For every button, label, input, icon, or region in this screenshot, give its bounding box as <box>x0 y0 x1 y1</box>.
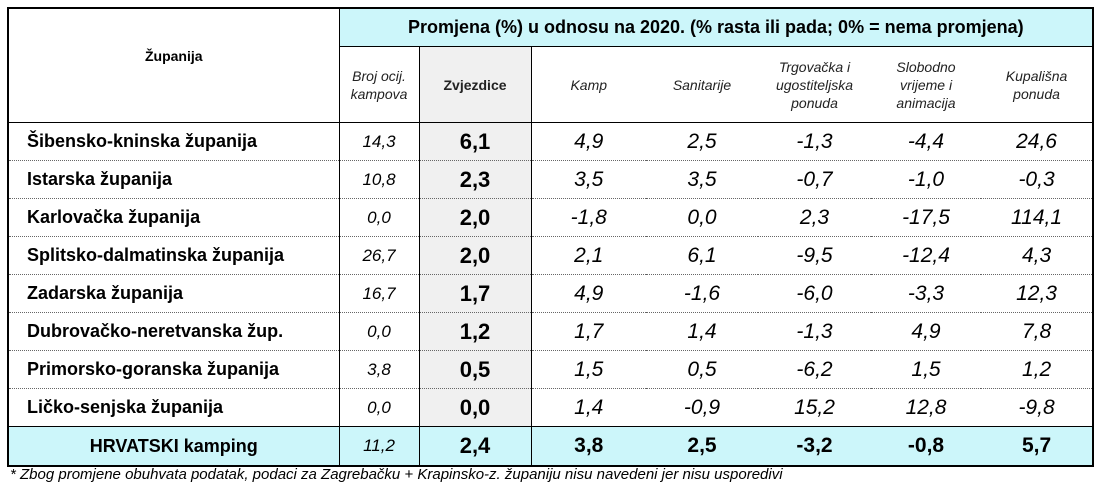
value-cell: 2,5 <box>646 426 758 466</box>
value-cell: 24,6 <box>981 122 1094 161</box>
column-header: Kupališna ponuda <box>981 46 1094 123</box>
value-cell: -3,3 <box>871 274 981 313</box>
table-row: Ličko-senjska županija 0,0 0,0 1,4 -0,9 15,2 1… <box>8 388 1094 427</box>
county-name: Splitsko-dalmatinska županija <box>8 236 340 275</box>
value-cell: -0,8 <box>871 426 981 466</box>
value-cell: 0,0 <box>339 198 420 237</box>
value-cell: 3,8 <box>531 426 646 466</box>
value-cell: 3,8 <box>339 350 420 389</box>
value-cell: 1,4 <box>531 388 646 427</box>
value-cell: -9,8 <box>981 388 1094 427</box>
value-cell: -17,5 <box>871 198 981 237</box>
county-name: Karlovačka županija <box>8 198 340 237</box>
group-header: Promjena (%) u odnosu na 2020. (% rasta … <box>339 8 1094 47</box>
value-cell: -0,3 <box>981 160 1094 199</box>
ratings-change-table: Županija Promjena (%) u odnosu na 2020. … <box>7 7 1095 467</box>
value-cell: -1,8 <box>531 198 646 237</box>
county-name: Zadarska županija <box>8 274 340 313</box>
value-cell: -6,2 <box>758 350 871 389</box>
footnote: * Zbog promjene obuhvata podatak, podaci… <box>10 466 783 483</box>
column-header: Broj ocij. kampova <box>339 46 420 123</box>
value-cell: 7,8 <box>981 312 1094 351</box>
column-header: Kamp <box>531 46 646 123</box>
value-cell: 5,7 <box>981 426 1094 466</box>
value-cell: 2,1 <box>531 236 646 275</box>
value-cell: -1,3 <box>758 122 871 161</box>
column-header: Sanitarije <box>646 46 758 123</box>
value-cell: 114,1 <box>981 198 1094 237</box>
value-cell: 0,5 <box>646 350 758 389</box>
table-row: Dubrovačko-neretvanska žup. 0,0 1,2 1,7 1,4-… <box>8 312 1094 351</box>
value-cell: 6,1 <box>646 236 758 275</box>
value-cell: 3,5 <box>531 160 646 199</box>
value-cell: 1,4 <box>646 312 758 351</box>
total-row: HRVATSKI kamping 11,2 2,4 3,8 2,5 -3,2 -0,8 5,7 <box>8 426 1094 466</box>
value-cell: -0,9 <box>646 388 758 427</box>
value-cell: 26,7 <box>339 236 420 275</box>
value-cell: -1,3 <box>758 312 871 351</box>
value-cell: 11,2 <box>339 426 420 466</box>
value-cell: 1,7 <box>531 312 646 351</box>
table-row: Šibensko-kninska županija 14,3 6,1 4,9 2,5 -1… <box>8 122 1094 161</box>
value-cell: 4,9 <box>531 122 646 161</box>
value-cell: 0,0 <box>339 312 420 351</box>
value-cell: -9,5 <box>758 236 871 275</box>
value-cell: 3,5 <box>646 160 758 199</box>
column-header: Zvjezdice <box>419 46 532 123</box>
value-cell: 0,0 <box>419 388 532 427</box>
value-cell: 2,0 <box>419 198 532 237</box>
value-cell: 2,3 <box>419 160 532 199</box>
value-cell: -1,0 <box>871 160 981 199</box>
value-cell: 4,9 <box>871 312 981 351</box>
value-cell: 2,3 <box>758 198 871 237</box>
value-cell: 2,5 <box>646 122 758 161</box>
county-name: HRVATSKI kamping <box>8 426 340 466</box>
value-cell: 14,3 <box>339 122 420 161</box>
value-cell: 4,3 <box>981 236 1094 275</box>
value-cell: 6,1 <box>419 122 532 161</box>
county-name: Šibensko-kninska županija <box>8 122 340 161</box>
value-cell: -4,4 <box>871 122 981 161</box>
column-header: Slobodno vrijeme i animacija <box>871 46 981 123</box>
value-cell: 16,7 <box>339 274 420 313</box>
value-cell: 12,3 <box>981 274 1094 313</box>
value-cell: 10,8 <box>339 160 420 199</box>
table-row: Splitsko-dalmatinska županija 26,7 2,0 2,1 6… <box>8 236 1094 275</box>
value-cell: 2,4 <box>419 426 532 466</box>
value-cell: 1,5 <box>531 350 646 389</box>
value-cell: -12,4 <box>871 236 981 275</box>
value-cell: -1,6 <box>646 274 758 313</box>
value-cell: 2,0 <box>419 236 532 275</box>
value-cell: 1,5 <box>871 350 981 389</box>
table-row: Primorsko-goranska županija 3,8 0,5 1,5 0,5-… <box>8 350 1094 389</box>
value-cell: 4,9 <box>531 274 646 313</box>
value-cell: 15,2 <box>758 388 871 427</box>
county-name: Primorsko-goranska županija <box>8 350 340 389</box>
value-cell: 1,2 <box>981 350 1094 389</box>
value-cell: 0,0 <box>339 388 420 427</box>
column-header: Trgovačka i ugostiteljska ponuda <box>758 46 871 123</box>
value-cell: 0,0 <box>646 198 758 237</box>
value-cell: -6,0 <box>758 274 871 313</box>
table-row: Karlovačka županija 0,0 2,0 -1,8 0,0 2,3 -17,5… <box>8 198 1094 237</box>
value-cell: 0,5 <box>419 350 532 389</box>
county-header: Županija <box>8 8 340 123</box>
value-cell: -3,2 <box>758 426 871 466</box>
value-cell: -0,7 <box>758 160 871 199</box>
value-cell: 1,2 <box>419 312 532 351</box>
county-name: Istarska županija <box>8 160 340 199</box>
value-cell: 12,8 <box>871 388 981 427</box>
table-row: Zadarska županija 16,7 1,7 4,9 -1,6 -6,0 -3,3 1… <box>8 274 1094 313</box>
county-name: Ličko-senjska županija <box>8 388 340 427</box>
table-row: Istarska županija 10,8 2,3 3,5 3,5 -0,7 -1,0 -0… <box>8 160 1094 199</box>
county-name: Dubrovačko-neretvanska žup. <box>8 312 340 351</box>
value-cell: 1,7 <box>419 274 532 313</box>
